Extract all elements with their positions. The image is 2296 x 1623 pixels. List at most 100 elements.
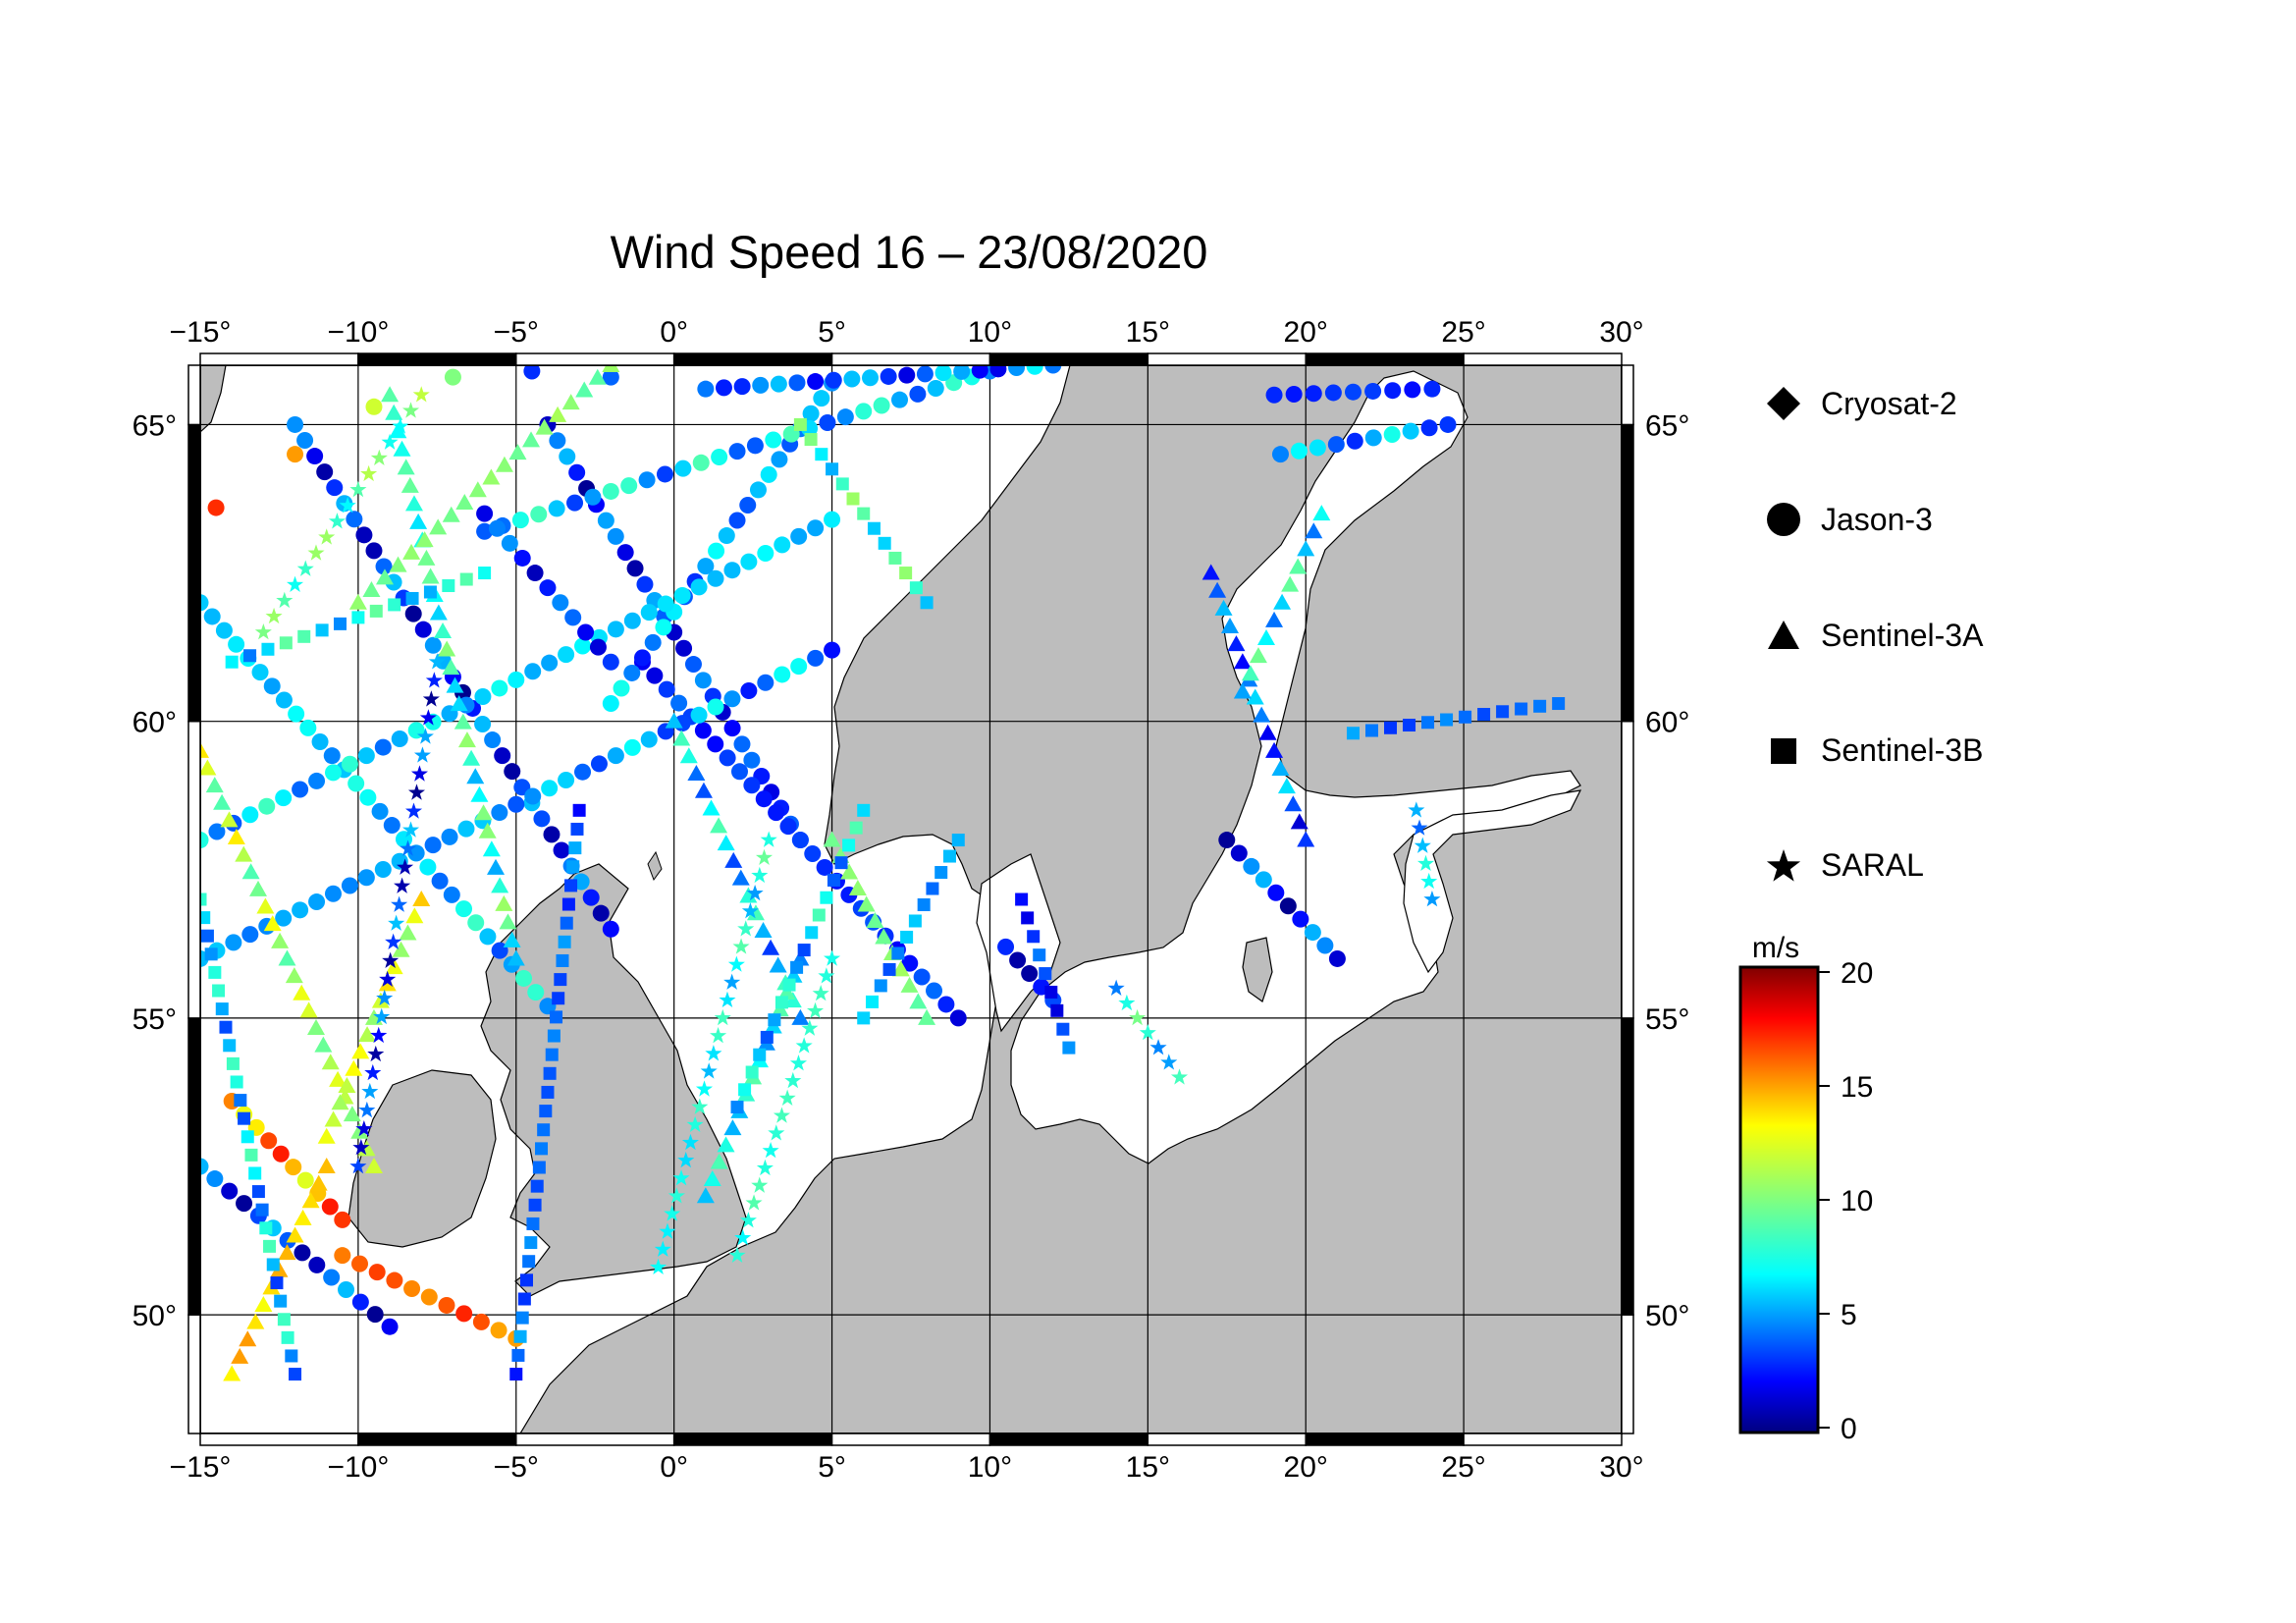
sentinel-3a-observation (286, 1226, 304, 1243)
jason-3-observation (723, 562, 741, 579)
jason-3-observation (927, 380, 944, 398)
sentinel-3b-observation (812, 908, 826, 922)
jason-3-observation (916, 365, 934, 383)
jason-3-observation (258, 797, 276, 815)
jason-3-observation (316, 463, 334, 481)
sentinel-3a-observation (462, 749, 481, 766)
sentinel-3a-observation (507, 949, 525, 966)
jason-3-observation (873, 397, 890, 414)
sentinel-3a-observation (840, 863, 859, 880)
sentinel-3b-observation (827, 873, 840, 887)
sentinel-3b-observation (263, 1239, 277, 1253)
colorbar-tick-label: 5 (1841, 1299, 1857, 1331)
jason-3-observation (640, 730, 658, 748)
sentinel-3a-observation (397, 459, 415, 475)
sentinel-3b-observation (219, 1020, 233, 1034)
sentinel-3a-observation (321, 1054, 340, 1070)
sentinel-3b-observation (805, 926, 819, 940)
lon-tick-label-top: 10° (968, 316, 1012, 349)
jason-3-observation (404, 605, 422, 622)
jason-3-observation (779, 818, 797, 836)
sentinel-3a-observation (338, 1076, 356, 1093)
jason-3-observation (1285, 385, 1303, 403)
sentinel-3a-observation (351, 1043, 370, 1059)
sentinel-3b-observation (517, 1292, 531, 1306)
lon-tick-label-bottom: 5° (818, 1451, 846, 1484)
jason-3-observation (203, 608, 221, 625)
sentinel-3b-observation (566, 860, 580, 874)
jason-3-observation (366, 1306, 384, 1324)
jason-3-observation (490, 1322, 507, 1339)
sentinel-3a-observation (724, 851, 743, 868)
sentinel-3a-observation (263, 915, 282, 932)
sentinel-3a-observation (271, 932, 290, 948)
sentinel-3a-observation (450, 695, 468, 712)
sentinel-3a-observation (1312, 505, 1331, 521)
jason-3-observation (574, 637, 592, 655)
jason-3-observation (511, 512, 529, 529)
jason-3-observation (488, 519, 506, 537)
sentinel-3a-observation (412, 891, 431, 906)
frame-bar-left (187, 1314, 201, 1434)
sentinel-3b-observation (285, 1349, 298, 1363)
jason-3-observation (880, 367, 897, 385)
sentinel-3a-observation (1265, 741, 1284, 758)
sentinel-3a-observation (783, 992, 802, 1008)
sentinel-3b-observation (281, 1330, 294, 1344)
jason-3-observation (602, 695, 619, 713)
sentinel-3a-observation (285, 967, 303, 984)
jason-3-observation (791, 832, 809, 849)
frame-bar-left (187, 1017, 201, 1316)
frame-bar-bottom (830, 1433, 991, 1446)
jason-3-observation (1402, 422, 1419, 440)
jason-3-observation (1271, 446, 1289, 463)
sentinel-3a-observation (739, 887, 758, 903)
sentinel-3a-observation (482, 468, 501, 485)
sentinel-3a-observation (522, 431, 541, 448)
legend-label-jason-3: Jason-3 (1821, 502, 1933, 537)
sentinel-3b-observation (212, 984, 226, 998)
jason-3-observation (746, 437, 764, 455)
legend-item-jason-3: Jason-3 (1767, 502, 1933, 537)
sentinel-3a-observation (710, 817, 728, 834)
sentinel-3b-observation (568, 841, 582, 855)
jason-3-observation (602, 482, 619, 500)
jason-3-observation (368, 1264, 386, 1281)
land-great-britain (480, 863, 747, 1297)
jason-3-observation (350, 1255, 368, 1272)
jason-3-observation (1218, 832, 1236, 849)
sentinel-3a-observation (769, 956, 787, 973)
lon-tick-label-top: −15° (170, 316, 232, 349)
colorbar-tick-label: 0 (1841, 1413, 1857, 1445)
sentinel-3b-observation (835, 477, 849, 491)
jason-3-observation (597, 512, 614, 529)
jason-3-observation (582, 889, 600, 906)
sentinel-3b-observation (388, 598, 401, 612)
sentinel-3a-observation (503, 931, 521, 947)
sentinel-3a-observation (343, 1106, 361, 1122)
sentinel-3a-observation (466, 768, 485, 784)
sentinel-3a-observation (306, 1018, 325, 1035)
sentinel-3b-observation (882, 962, 896, 976)
sentinel-3a-observation (495, 894, 513, 911)
sentinel-3b-observation (891, 947, 905, 960)
jason-3-observation (391, 730, 408, 747)
jason-3-observation (288, 705, 305, 723)
jason-3-observation (241, 806, 259, 824)
jason-3-observation (346, 511, 363, 528)
jason-3-observation (743, 777, 761, 794)
jason-3-observation (381, 1318, 399, 1335)
jason-3-observation (743, 751, 761, 769)
sentinel-3a-observation (495, 456, 513, 472)
sentinel-3b-observation (230, 1075, 243, 1089)
jason-3-observation (788, 374, 806, 392)
jason-3-observation (543, 826, 561, 843)
frame-bar-bottom (515, 1433, 675, 1446)
jason-3-observation (308, 772, 326, 789)
jason-3-observation (607, 621, 624, 638)
jason-3-observation (623, 664, 641, 681)
jason-3-observation (755, 790, 773, 808)
jason-3-observation (607, 527, 624, 545)
jason-3-observation (891, 391, 909, 408)
jason-3-observation (592, 904, 610, 922)
